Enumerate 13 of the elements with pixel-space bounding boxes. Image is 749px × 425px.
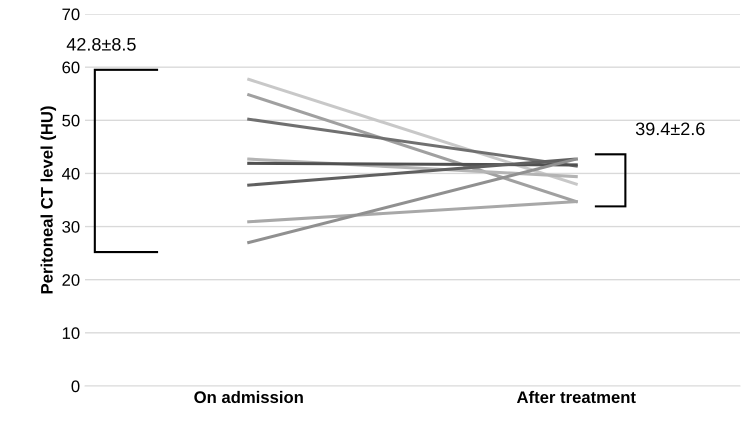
- y-tick-label: 40: [62, 168, 80, 180]
- y-tick-label: 10: [62, 327, 80, 340]
- annotation: 42.8±8.5: [66, 38, 136, 51]
- y-tick-label: 50: [62, 114, 80, 126]
- y-tick-label: 20: [62, 274, 80, 286]
- y-tick-label: 30: [62, 220, 80, 233]
- annotation: 39.4±2.6: [636, 122, 705, 136]
- x-tick-label: On admission: [194, 390, 303, 404]
- y-tick-label: 0: [72, 380, 80, 392]
- x-tick-label: After treatment: [516, 390, 636, 404]
- y-tick-label: 60: [62, 62, 80, 74]
- y-tick-label: 70: [62, 8, 80, 20]
- y-axis-title: Peritoneal CT level (HU): [40, 106, 56, 294]
